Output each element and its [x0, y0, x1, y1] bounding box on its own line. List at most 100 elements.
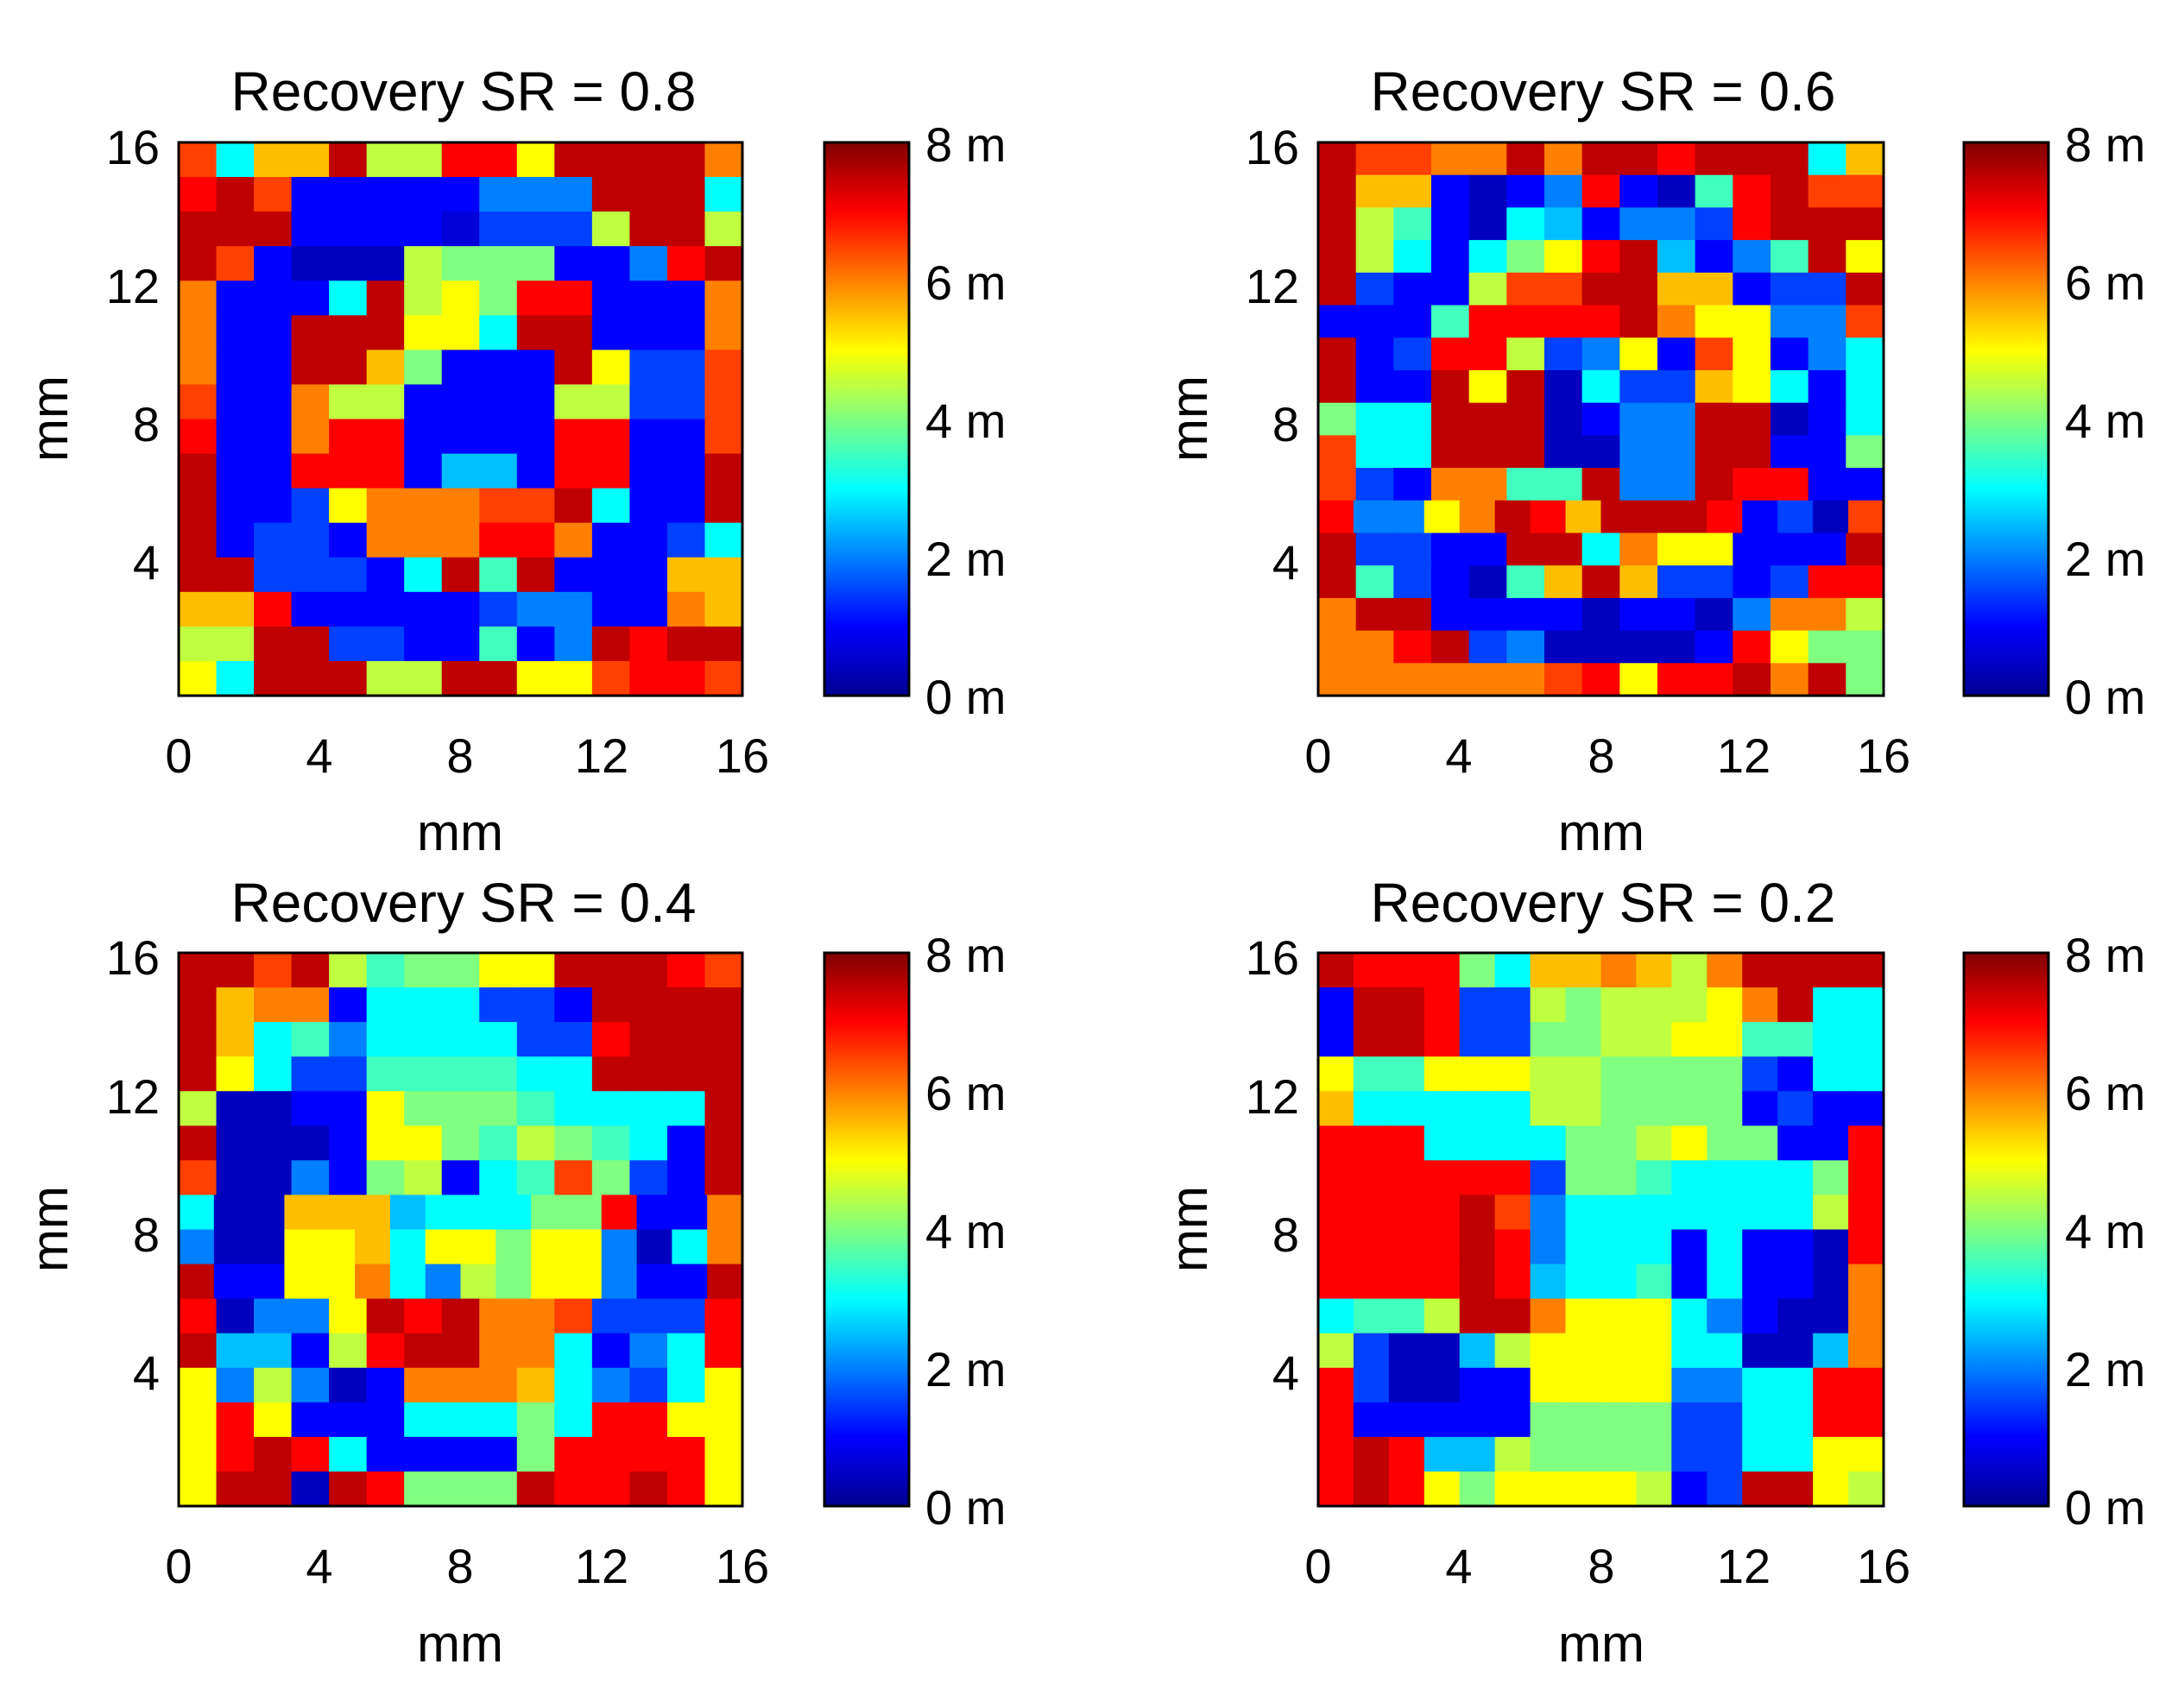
heatmap-cell	[591, 1160, 630, 1196]
heatmap-cell	[1506, 402, 1545, 436]
colorbar-tick-label: 0 m	[2065, 1480, 2145, 1535]
heatmap-cell	[1619, 435, 1658, 469]
x-tick-label: 0	[1304, 1539, 1331, 1593]
heatmap-cell	[1581, 142, 1620, 176]
heatmap-cell	[1388, 1160, 1425, 1196]
heatmap-cell	[1353, 1056, 1390, 1092]
heatmap-cell	[179, 246, 218, 281]
heatmap-cell	[1695, 174, 1733, 209]
heatmap-cell	[1695, 663, 1733, 697]
heatmap-cell	[1494, 1436, 1531, 1472]
heatmap-cell	[366, 987, 405, 1023]
heatmap-cell	[1318, 663, 1357, 697]
heatmap-cell	[704, 1471, 743, 1507]
heatmap-cell	[1544, 337, 1583, 371]
heatmap-cell	[479, 522, 518, 558]
heatmap-cell	[666, 660, 706, 697]
heatmap-cell	[1544, 663, 1583, 697]
colorbar-tick-label: 4 m	[2065, 1204, 2145, 1258]
heatmap-cell	[1431, 142, 1470, 176]
heatmap-cell	[254, 1402, 293, 1438]
heatmap-cell	[216, 384, 255, 420]
heatmap-cell	[1846, 533, 1884, 566]
heatmap-cell	[704, 211, 743, 247]
heatmap-cell	[1459, 1195, 1496, 1231]
heatmap-cell	[1771, 272, 1809, 306]
x-axis-label: mm	[417, 1615, 503, 1673]
heatmap-cell	[479, 1125, 518, 1161]
heatmap-cell	[554, 557, 593, 593]
x-tick-label: 0	[165, 1539, 192, 1593]
heatmap-cell	[216, 953, 255, 988]
heatmap-cell	[1355, 402, 1394, 436]
heatmap-cell	[554, 1056, 593, 1092]
heatmap-cell	[554, 1333, 593, 1369]
heatmap-cell	[672, 1264, 708, 1300]
heatmap-cell	[516, 557, 555, 593]
heatmap-cell	[425, 1195, 462, 1231]
heatmap-cell	[1581, 402, 1620, 436]
heatmap-cell	[404, 1298, 443, 1334]
heatmap-cell	[291, 177, 330, 212]
heatmap-cells	[1318, 953, 1884, 1507]
heatmap-cell	[1388, 1402, 1425, 1438]
heatmap-cell	[213, 1195, 250, 1231]
heatmap-cell	[179, 1264, 215, 1300]
heatmap-cell	[1733, 435, 1771, 469]
heatmap-cell	[216, 1436, 255, 1472]
heatmap-cell	[1695, 142, 1733, 176]
heatmap-cell	[1318, 987, 1354, 1023]
heatmap-cell	[629, 488, 668, 524]
heatmap-cell	[704, 1367, 743, 1403]
heatmap-cell	[629, 419, 668, 455]
heatmap-cell	[629, 1091, 668, 1126]
heatmap-cell	[1355, 597, 1394, 632]
heatmap-cell	[1530, 1402, 1567, 1438]
heatmap-cell	[291, 350, 330, 386]
heatmap-cell	[1733, 402, 1771, 436]
heatmap-cell	[601, 1229, 638, 1265]
heatmap-cell	[1353, 1195, 1390, 1231]
heatmap-cell	[629, 350, 668, 386]
heatmap-cell	[1733, 337, 1771, 371]
heatmap-cell	[591, 1091, 630, 1126]
heatmap-cell	[1494, 500, 1531, 534]
heatmap-cell	[1695, 337, 1733, 371]
heatmap-cell	[1636, 1195, 1672, 1231]
heatmap-cell	[516, 1471, 555, 1507]
colorbar-tick-label: 6 m	[925, 255, 1006, 310]
heatmap-cell	[1707, 1056, 1743, 1092]
heatmap-cell	[1636, 1471, 1672, 1507]
heatmap-cell	[591, 177, 630, 212]
heatmap-cells	[179, 953, 743, 1507]
heatmap-cell	[1506, 369, 1545, 404]
heatmap-cell	[329, 1333, 368, 1369]
heatmap-cell	[629, 522, 668, 558]
heatmap-cell	[1707, 953, 1743, 988]
heatmap-cell	[1619, 337, 1658, 371]
heatmap-cell	[1771, 630, 1809, 664]
heatmap-cell	[1355, 468, 1394, 501]
x-tick-label: 8	[446, 728, 473, 783]
heatmap-cell	[1742, 1333, 1778, 1369]
heatmap-cell	[254, 953, 293, 988]
heatmap-cell	[329, 1091, 368, 1126]
heatmap-cell	[441, 557, 480, 593]
x-tick-label: 4	[306, 1539, 332, 1593]
heatmap-cell	[329, 522, 368, 558]
heatmap-cell	[216, 315, 255, 350]
heatmap-cell	[1530, 1264, 1567, 1300]
heatmap-cell	[1771, 402, 1809, 436]
heatmap-cell	[531, 1195, 567, 1231]
heatmap-cell	[1848, 1125, 1884, 1161]
panel-title: Recovery SR = 0.4	[231, 872, 697, 934]
heatmap-cell	[1355, 305, 1394, 338]
heatmap-cell	[1530, 1471, 1567, 1507]
heatmap-cell	[704, 246, 743, 281]
heatmap-cell	[704, 281, 743, 316]
heatmap-cell	[1808, 142, 1846, 176]
heatmap-cell	[1657, 565, 1696, 599]
x-axis-label: mm	[1558, 1615, 1644, 1673]
heatmap-cell	[291, 953, 330, 988]
